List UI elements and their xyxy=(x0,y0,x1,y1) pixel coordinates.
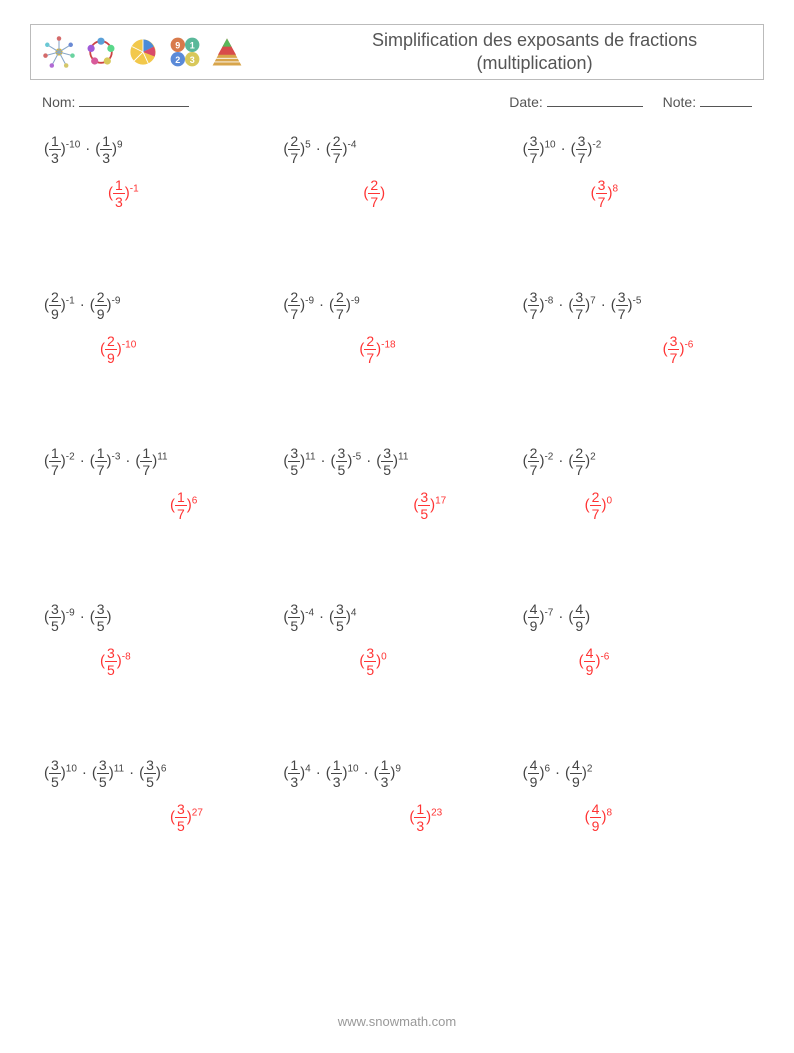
problem-expression: (49)-7·(49) xyxy=(523,602,591,633)
problem-expression: (27)-2·(27)2 xyxy=(523,446,596,477)
answer-expression: (35)17 xyxy=(413,490,446,521)
pie-chart-icon xyxy=(125,34,161,70)
footer-url: www.snowmath.com xyxy=(0,1014,794,1029)
problem-cell: (37)-8·(37)7·(37)-5 (37)-6 xyxy=(523,290,750,370)
problem-cell: (35)-4·(35)4(35)0 xyxy=(283,602,510,682)
problem-expression: (35)10·(35)11·(35)6 xyxy=(44,758,166,789)
score-line xyxy=(700,94,752,107)
problem-expression: (35)-4·(35)4 xyxy=(283,602,356,633)
problem-expression: (13)4·(13)10·(13)9 xyxy=(283,758,401,789)
problem-cell: (27)5·(27)-4 (27) xyxy=(283,134,510,214)
answer-expression: (13)-1 xyxy=(108,178,139,209)
worksheet-title: Simplification des exposants de fraction… xyxy=(316,29,753,76)
problem-cell: (17)-2·(17)-3·(17)11(17)6 xyxy=(44,446,271,526)
problem-expression: (17)-2·(17)-3·(17)11 xyxy=(44,446,168,477)
problem-expression: (37)10·(37)-2 xyxy=(523,134,602,165)
problem-cell: (35)10·(35)11·(35)6(35)27 xyxy=(44,758,271,838)
name-label: Nom: xyxy=(42,94,75,110)
problem-cell: (35)11·(35)-5·(35)11(35)17 xyxy=(283,446,510,526)
problem-cell: (13)4·(13)10·(13)9 (13)23 xyxy=(283,758,510,838)
problem-expression: (13)-10·(13)9 xyxy=(44,134,123,165)
problem-expression: (35)-9·(35) xyxy=(44,602,112,633)
svg-text:1: 1 xyxy=(190,40,195,50)
name-line xyxy=(79,94,189,107)
network-icon xyxy=(41,34,77,70)
problem-expression: (35)11·(35)-5·(35)11 xyxy=(283,446,408,477)
problem-cell: (27)-9·(27)-9(27)-18 xyxy=(283,290,510,370)
problem-cell: (49)6·(49)2 (49)8 xyxy=(523,758,750,838)
problem-expression: (29)-1·(29)-9 xyxy=(44,290,120,321)
score-label: Note: xyxy=(663,94,696,110)
answer-expression: (27) xyxy=(363,178,385,209)
logo-row: 9 1 2 3 xyxy=(41,34,245,70)
answer-expression: (35)27 xyxy=(170,802,203,833)
problem-expression: (27)-9·(27)-9 xyxy=(283,290,359,321)
answer-expression: (27)-18 xyxy=(359,334,395,365)
answer-expression: (13)23 xyxy=(409,802,442,833)
answer-expression: (27)0 xyxy=(585,490,612,521)
answer-expression: (37)8 xyxy=(591,178,618,209)
problem-grid: (13)-10·(13)9 (13)-1 (27)5·(27)-4 (27) (37)1… xyxy=(30,134,764,838)
svg-text:2: 2 xyxy=(175,55,180,65)
problem-expression: (49)6·(49)2 xyxy=(523,758,593,789)
answer-expression: (35)0 xyxy=(359,646,386,677)
meta-row: Nom: Date: Note: xyxy=(30,94,764,110)
problem-cell: (29)-1·(29)-9 (29)-10 xyxy=(44,290,271,370)
worksheet-page: 9 1 2 3 Simplification des exposants de … xyxy=(0,0,794,1053)
problem-cell: (49)-7·(49) (49)-6 xyxy=(523,602,750,682)
problem-cell: (35)-9·(35) (35)-8 xyxy=(44,602,271,682)
answer-expression: (37)-6 xyxy=(663,334,694,365)
ring-circles-icon xyxy=(83,34,119,70)
problem-expression: (27)5·(27)-4 xyxy=(283,134,356,165)
answer-expression: (49)8 xyxy=(585,802,612,833)
triangle-icon xyxy=(209,34,245,70)
answer-expression: (49)-6 xyxy=(579,646,610,677)
answer-expression: (35)-8 xyxy=(100,646,131,677)
answer-expression: (17)6 xyxy=(170,490,197,521)
svg-text:9: 9 xyxy=(175,40,180,50)
number-circles-icon: 9 1 2 3 xyxy=(167,34,203,70)
problem-cell: (37)10·(37)-2 (37)8 xyxy=(523,134,750,214)
svg-text:3: 3 xyxy=(190,55,195,65)
header-bar: 9 1 2 3 Simplification des exposants de … xyxy=(30,24,764,80)
answer-expression: (29)-10 xyxy=(100,334,136,365)
date-label: Date: xyxy=(509,94,542,110)
problem-cell: (27)-2·(27)2 (27)0 xyxy=(523,446,750,526)
problem-cell: (13)-10·(13)9 (13)-1 xyxy=(44,134,271,214)
problem-expression: (37)-8·(37)7·(37)-5 xyxy=(523,290,642,321)
date-line xyxy=(547,94,643,107)
